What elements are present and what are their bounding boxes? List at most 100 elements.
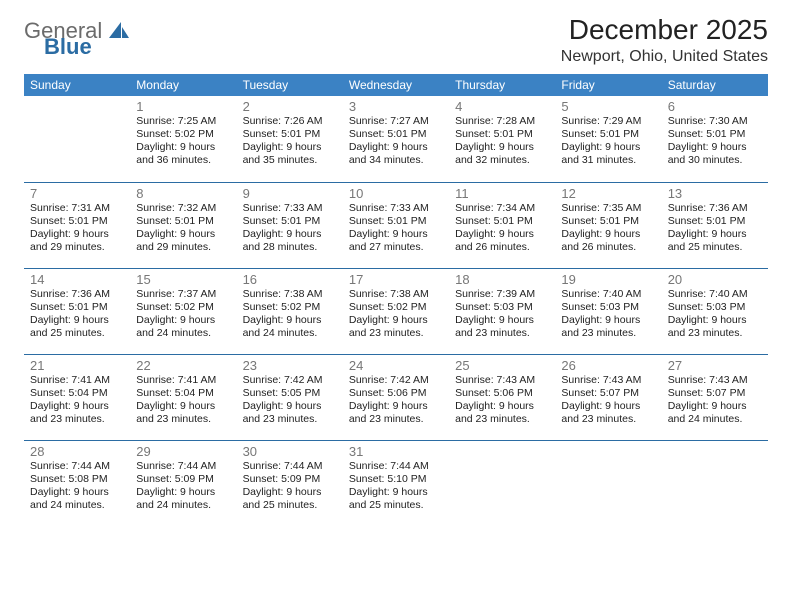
daylight-line-2: and 25 minutes. [668, 241, 762, 254]
sunset-text: Sunset: 5:07 PM [668, 387, 762, 400]
daylight-line-2: and 26 minutes. [561, 241, 655, 254]
daylight-line-2: and 25 minutes. [30, 327, 124, 340]
daylight-line-2: and 30 minutes. [668, 154, 762, 167]
calendar-week-row: 7Sunrise: 7:31 AMSunset: 5:01 PMDaylight… [24, 182, 768, 268]
daylight-line-2: and 23 minutes. [455, 413, 549, 426]
day-number: 29 [136, 444, 230, 459]
daylight-line-2: and 24 minutes. [136, 499, 230, 512]
day-number: 5 [561, 99, 655, 114]
calendar-day-cell: 30Sunrise: 7:44 AMSunset: 5:09 PMDayligh… [237, 440, 343, 526]
daylight-line-1: Daylight: 9 hours [455, 228, 549, 241]
daylight-line-2: and 24 minutes. [668, 413, 762, 426]
sunset-text: Sunset: 5:08 PM [30, 473, 124, 486]
calendar-page: General Blue December 2025 Newport, Ohio… [0, 0, 792, 526]
sunrise-text: Sunrise: 7:43 AM [455, 374, 549, 387]
calendar-day-cell: 5Sunrise: 7:29 AMSunset: 5:01 PMDaylight… [555, 96, 661, 182]
weekday-header: Sunday [24, 74, 130, 96]
logo-word-2: Blue [44, 36, 129, 58]
daylight-line-1: Daylight: 9 hours [349, 486, 443, 499]
month-title: December 2025 [561, 14, 768, 46]
day-number: 15 [136, 272, 230, 287]
daylight-line-2: and 23 minutes. [455, 327, 549, 340]
calendar-day-cell: 20Sunrise: 7:40 AMSunset: 5:03 PMDayligh… [662, 268, 768, 354]
sunset-text: Sunset: 5:02 PM [136, 128, 230, 141]
day-number: 25 [455, 358, 549, 373]
sunset-text: Sunset: 5:05 PM [243, 387, 337, 400]
sunrise-text: Sunrise: 7:27 AM [349, 115, 443, 128]
daylight-line-2: and 35 minutes. [243, 154, 337, 167]
daylight-line-2: and 26 minutes. [455, 241, 549, 254]
sunset-text: Sunset: 5:09 PM [136, 473, 230, 486]
daylight-line-1: Daylight: 9 hours [30, 400, 124, 413]
day-number: 3 [349, 99, 443, 114]
calendar-day-cell: 25Sunrise: 7:43 AMSunset: 5:06 PMDayligh… [449, 354, 555, 440]
weekday-header: Tuesday [237, 74, 343, 96]
sunset-text: Sunset: 5:01 PM [668, 215, 762, 228]
calendar-day-cell: 13Sunrise: 7:36 AMSunset: 5:01 PMDayligh… [662, 182, 768, 268]
sunset-text: Sunset: 5:01 PM [243, 215, 337, 228]
sunrise-text: Sunrise: 7:39 AM [455, 288, 549, 301]
sunrise-text: Sunrise: 7:40 AM [561, 288, 655, 301]
day-number: 1 [136, 99, 230, 114]
daylight-line-1: Daylight: 9 hours [136, 486, 230, 499]
calendar-week-row: 28Sunrise: 7:44 AMSunset: 5:08 PMDayligh… [24, 440, 768, 526]
daylight-line-1: Daylight: 9 hours [668, 314, 762, 327]
calendar-week-row: 21Sunrise: 7:41 AMSunset: 5:04 PMDayligh… [24, 354, 768, 440]
sunset-text: Sunset: 5:04 PM [136, 387, 230, 400]
sunrise-text: Sunrise: 7:31 AM [30, 202, 124, 215]
daylight-line-1: Daylight: 9 hours [243, 400, 337, 413]
topbar: General Blue December 2025 Newport, Ohio… [24, 14, 768, 66]
daylight-line-1: Daylight: 9 hours [668, 228, 762, 241]
calendar-day-cell [662, 440, 768, 526]
daylight-line-1: Daylight: 9 hours [349, 228, 443, 241]
weekday-header: Saturday [662, 74, 768, 96]
day-number: 6 [668, 99, 762, 114]
daylight-line-1: Daylight: 9 hours [30, 228, 124, 241]
sunset-text: Sunset: 5:07 PM [561, 387, 655, 400]
day-number: 7 [30, 186, 124, 201]
daylight-line-2: and 25 minutes. [349, 499, 443, 512]
daylight-line-2: and 34 minutes. [349, 154, 443, 167]
calendar-day-cell: 8Sunrise: 7:32 AMSunset: 5:01 PMDaylight… [130, 182, 236, 268]
calendar-day-cell: 21Sunrise: 7:41 AMSunset: 5:04 PMDayligh… [24, 354, 130, 440]
sunset-text: Sunset: 5:10 PM [349, 473, 443, 486]
sunrise-text: Sunrise: 7:33 AM [243, 202, 337, 215]
location-text: Newport, Ohio, United States [561, 48, 768, 66]
daylight-line-2: and 29 minutes. [136, 241, 230, 254]
calendar-day-cell: 14Sunrise: 7:36 AMSunset: 5:01 PMDayligh… [24, 268, 130, 354]
calendar-day-cell: 23Sunrise: 7:42 AMSunset: 5:05 PMDayligh… [237, 354, 343, 440]
daylight-line-1: Daylight: 9 hours [243, 228, 337, 241]
weekday-header: Friday [555, 74, 661, 96]
day-number: 24 [349, 358, 443, 373]
sunset-text: Sunset: 5:03 PM [561, 301, 655, 314]
sunrise-text: Sunrise: 7:25 AM [136, 115, 230, 128]
sunrise-text: Sunrise: 7:33 AM [349, 202, 443, 215]
calendar-day-cell: 3Sunrise: 7:27 AMSunset: 5:01 PMDaylight… [343, 96, 449, 182]
daylight-line-2: and 23 minutes. [30, 413, 124, 426]
weekday-header: Wednesday [343, 74, 449, 96]
daylight-line-1: Daylight: 9 hours [349, 314, 443, 327]
day-number: 20 [668, 272, 762, 287]
sunset-text: Sunset: 5:02 PM [136, 301, 230, 314]
sunset-text: Sunset: 5:02 PM [349, 301, 443, 314]
calendar-day-cell: 4Sunrise: 7:28 AMSunset: 5:01 PMDaylight… [449, 96, 555, 182]
sunrise-text: Sunrise: 7:34 AM [455, 202, 549, 215]
calendar-day-cell [555, 440, 661, 526]
day-number: 31 [349, 444, 443, 459]
sunset-text: Sunset: 5:01 PM [455, 128, 549, 141]
calendar-day-cell: 28Sunrise: 7:44 AMSunset: 5:08 PMDayligh… [24, 440, 130, 526]
calendar-day-cell: 18Sunrise: 7:39 AMSunset: 5:03 PMDayligh… [449, 268, 555, 354]
sunrise-text: Sunrise: 7:38 AM [243, 288, 337, 301]
daylight-line-2: and 23 minutes. [243, 413, 337, 426]
day-number: 26 [561, 358, 655, 373]
calendar-day-cell: 7Sunrise: 7:31 AMSunset: 5:01 PMDaylight… [24, 182, 130, 268]
day-number: 11 [455, 186, 549, 201]
calendar-day-cell: 26Sunrise: 7:43 AMSunset: 5:07 PMDayligh… [555, 354, 661, 440]
sunrise-text: Sunrise: 7:42 AM [349, 374, 443, 387]
sunset-text: Sunset: 5:04 PM [30, 387, 124, 400]
sunset-text: Sunset: 5:02 PM [243, 301, 337, 314]
day-number: 21 [30, 358, 124, 373]
day-number: 2 [243, 99, 337, 114]
calendar-day-cell: 11Sunrise: 7:34 AMSunset: 5:01 PMDayligh… [449, 182, 555, 268]
sunrise-text: Sunrise: 7:30 AM [668, 115, 762, 128]
